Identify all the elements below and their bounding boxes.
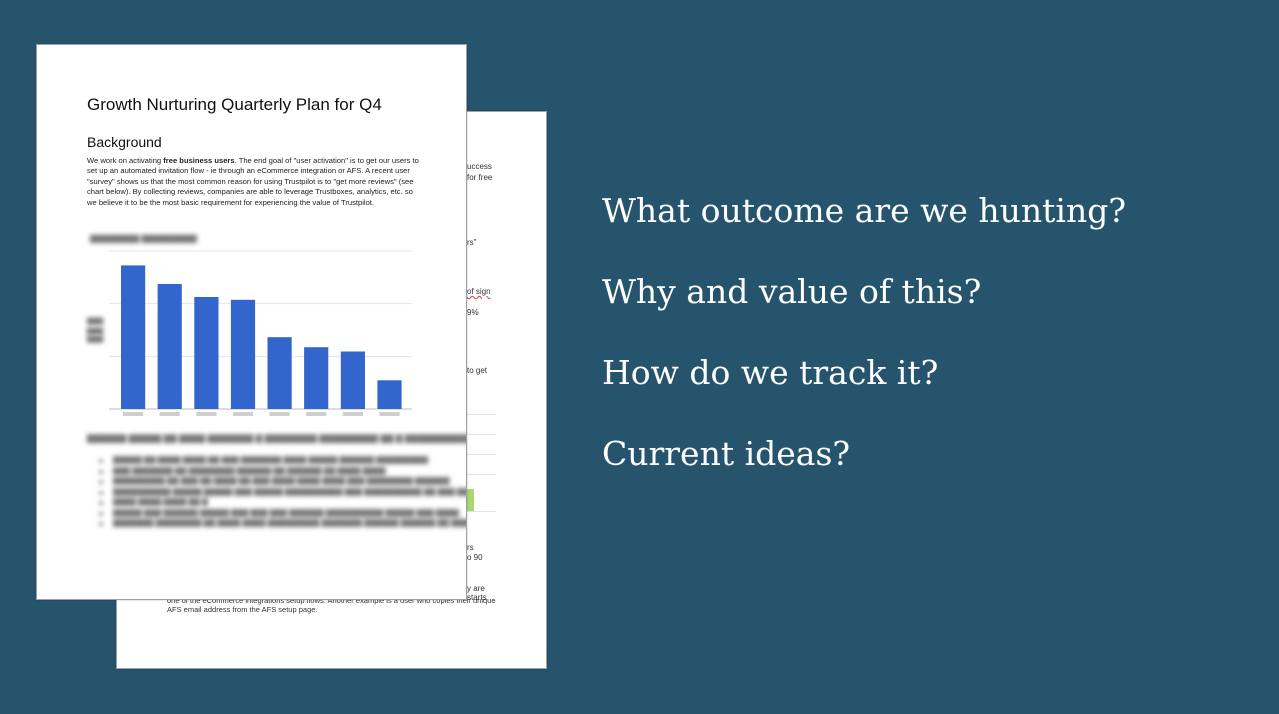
paragraph-bold: free business users <box>163 156 235 165</box>
bar-chart <box>109 250 412 416</box>
back-table-line <box>466 454 496 455</box>
back-table-line <box>466 511 496 512</box>
chart-bar <box>377 380 402 409</box>
chart-bar <box>230 299 256 409</box>
blurred-list-item: ▇▇▇▇▇ ▇▇▇ ▇▇▇▇▇▇ ▇▇▇▇▇ ▇▇▇ ▇▇▇ ▇▇▇ ▇▇▇▇▇… <box>99 508 466 519</box>
chart-category-label-blurred <box>342 412 363 416</box>
document-title: Growth Nurturing Quarterly Plan for Q4 <box>87 95 382 114</box>
paragraph-intro: We work on activating <box>87 156 164 165</box>
back-page-fragment: for free <box>467 173 493 182</box>
back-page-fragment: rs" <box>467 238 477 247</box>
chart-bar <box>304 347 329 409</box>
chart-bar <box>194 297 219 409</box>
chart-bar <box>121 265 146 409</box>
blurred-list-item: ▇▇▇ ▇▇▇▇▇▇▇ ▇▇ ▇▇▇▇▇▇▇▇ ▇▇▇▇▇▇ ▇▇ ▇▇▇▇▇▇… <box>99 466 466 477</box>
slide-questions: What outcome are we hunting? Why and val… <box>602 191 1126 515</box>
back-page-bottom-text: one of the eCommerce integrations setup … <box>167 596 496 614</box>
back-table-line <box>466 414 496 415</box>
paragraph-body: . The end goal of "user activation" is t… <box>87 156 419 207</box>
blurred-axis-tick: ▇▇▇ <box>87 328 104 335</box>
blurred-list-item: ▇▇▇▇▇▇▇▇▇▇ ▇▇▇▇▇ ▇▇▇▇▇ ▇▇▇ ▇▇▇▇▇ ▇▇▇▇▇▇▇… <box>99 487 466 498</box>
back-table-line <box>466 434 496 435</box>
blurred-list-item: ▇▇▇▇▇▇▇▇▇ ▇▇ ▇▇▇ ▇▇ ▇▇▇▇ ▇▇ ▇▇▇ ▇▇▇▇ ▇▇▇… <box>99 476 466 487</box>
back-page-fragment: rs <box>467 543 474 552</box>
back-page-fragment: y are <box>467 584 485 593</box>
question-current-ideas: Current ideas? <box>602 434 851 473</box>
back-green-cell <box>466 489 474 511</box>
back-page-fragment: 9% <box>467 308 479 317</box>
question-why-value: Why and value of this? <box>602 272 982 311</box>
chart-category-label-blurred <box>379 412 400 416</box>
chart-bar <box>157 284 182 409</box>
blurred-list-item: ▇▇▇▇▇ ▇▇ ▇▇▇▇ ▇▇▇▇ ▇▇ ▇▇▇ ▇▇▇▇▇▇▇ ▇▇▇▇ ▇… <box>99 455 466 466</box>
back-page-fragment: o 90 <box>467 553 483 562</box>
chart-category-label-blurred <box>306 412 327 416</box>
question-outcome: What outcome are we hunting? <box>602 191 1127 230</box>
chart-bar <box>340 351 365 409</box>
back-page-fragment: to get <box>467 366 488 375</box>
chart-category-label-blurred <box>159 412 180 416</box>
front-document-page: Growth Nurturing Quarterly Plan for Q4 B… <box>36 44 467 600</box>
back-page-fragment: uccess <box>467 162 492 171</box>
blurred-axis-tick: ▇▇▇ <box>87 336 104 343</box>
chart-category-label-blurred <box>232 412 254 416</box>
blurred-list-item: ▇▇▇▇▇▇▇ ▇▇▇▇▇▇▇▇ ▇▇ ▇▇▇▇ ▇▇▇▇ ▇▇▇▇▇▇▇▇▇ … <box>99 518 466 529</box>
chart-category-label-blurred <box>269 412 290 416</box>
blurred-list-lead: ▇▇▇▇▇▇ ▇▇▇▇▇ ▇▇ ▇▇▇▇ ▇▇▇▇▇▇▇ ▇ ▇▇▇▇▇▇▇▇ … <box>87 433 467 443</box>
chart-bar <box>267 337 292 409</box>
blurred-axis-tick: ▇▇▇ <box>87 318 104 325</box>
back-page-fragment: of sign <box>467 287 491 296</box>
question-tracking: How do we track it? <box>602 353 939 392</box>
blurred-chart-caption: ▇▇▇▇▇▇▇▇ ▇▇▇▇▇▇▇▇▇ <box>90 234 197 243</box>
section-heading: Background <box>87 134 162 150</box>
chart-category-label-blurred <box>196 412 217 416</box>
blurred-bullet-list: ▇▇▇▇▇ ▇▇ ▇▇▇▇ ▇▇▇▇ ▇▇ ▇▇▇ ▇▇▇▇▇▇▇ ▇▇▇▇ ▇… <box>99 455 466 529</box>
chart-category-label-blurred <box>123 412 144 416</box>
back-table-line <box>466 474 496 475</box>
blurred-list-item: ▇▇▇▇ ▇▇▇▇ ▇▇▇▇ ▇▇ ▇ <box>99 497 466 508</box>
back-page-fragment: starts <box>467 593 487 602</box>
background-paragraph: We work on activating free business user… <box>87 156 419 208</box>
